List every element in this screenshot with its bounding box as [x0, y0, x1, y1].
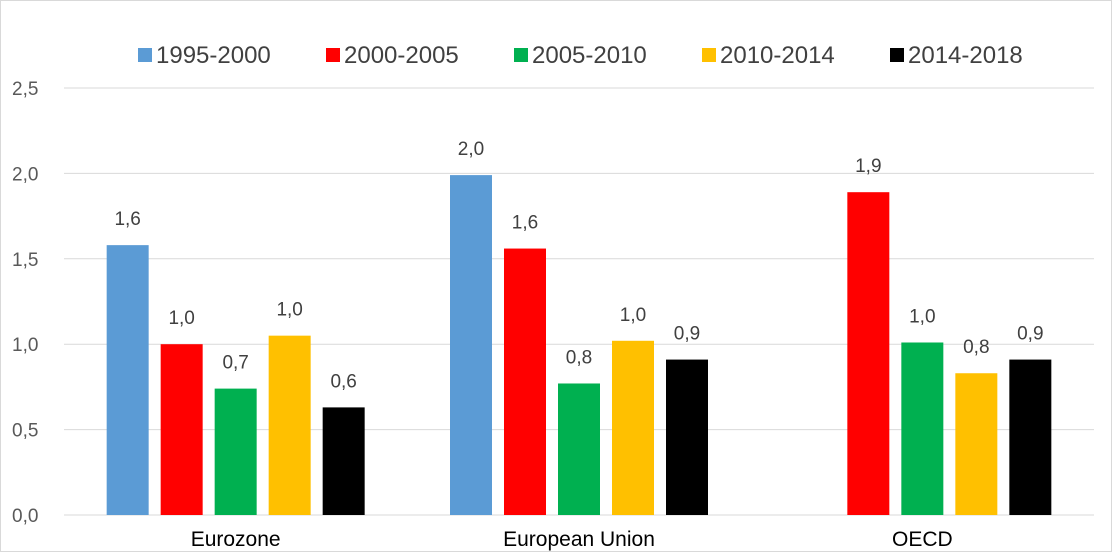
data-label: 1,9 [855, 156, 881, 177]
data-label: 0,6 [330, 371, 356, 392]
bar [612, 340, 654, 515]
bar [160, 344, 203, 515]
legend-label: 2014-2018 [908, 42, 1023, 69]
data-label: 1,0 [168, 308, 194, 329]
bar [214, 388, 257, 515]
bar [504, 248, 546, 515]
data-label: 1,6 [512, 213, 538, 234]
data-label: 0,8 [963, 337, 989, 358]
bar [955, 373, 998, 515]
bar [322, 407, 365, 515]
data-label: 0,9 [1017, 324, 1043, 345]
x-category-label: OECD [892, 528, 953, 551]
bar [901, 342, 944, 515]
x-category-label: European Union [503, 528, 655, 551]
data-label: 1,0 [620, 305, 646, 326]
data-label: 2,0 [458, 139, 484, 160]
data-label: 1,0 [909, 306, 935, 327]
bar [450, 175, 492, 515]
x-category-label: Eurozone [191, 528, 281, 551]
data-labels: 1,6 1,0 0,7 1,0 0,6 2,0 1,6 0,8 1,0 0,9 1,9 1,0 0,8 0… [114, 139, 1043, 392]
legend-label: 2010-2014 [720, 42, 835, 69]
data-label: 0,8 [566, 347, 592, 368]
data-label: 1,6 [114, 209, 140, 230]
legend-label: 2005-2010 [532, 42, 647, 69]
data-label: 0,9 [674, 324, 700, 345]
legend-swatch [514, 48, 528, 62]
legend-swatch [138, 48, 152, 62]
data-label: 1,0 [276, 300, 302, 321]
legend-label: 2000-2005 [344, 42, 459, 69]
y-tick-label: 0,0 [12, 506, 38, 527]
legend-swatch [890, 48, 904, 62]
legend-label: 1995-2000 [156, 42, 271, 69]
y-tick-label: 1,5 [12, 250, 38, 271]
bar [1009, 359, 1052, 515]
y-tick-label: 2,0 [12, 164, 38, 185]
axes: 0,0 0,5 1,0 1,5 2,0 2,5 Eurozone European Union… [12, 79, 953, 551]
bars [106, 175, 1052, 516]
bar [558, 383, 600, 515]
data-label: 0,7 [222, 353, 248, 374]
y-tick-label: 2,5 [12, 79, 38, 100]
bar [106, 245, 149, 516]
bar [268, 335, 311, 515]
legend-swatch [326, 48, 340, 62]
bar [847, 192, 890, 516]
y-tick-label: 0,5 [12, 421, 38, 442]
legend-swatch [702, 48, 716, 62]
y-tick-label: 1,0 [12, 335, 38, 356]
bar [666, 359, 708, 515]
legend: 1995-2000 2000-2005 2005-2010 2010-2014 2014… [138, 42, 1023, 69]
